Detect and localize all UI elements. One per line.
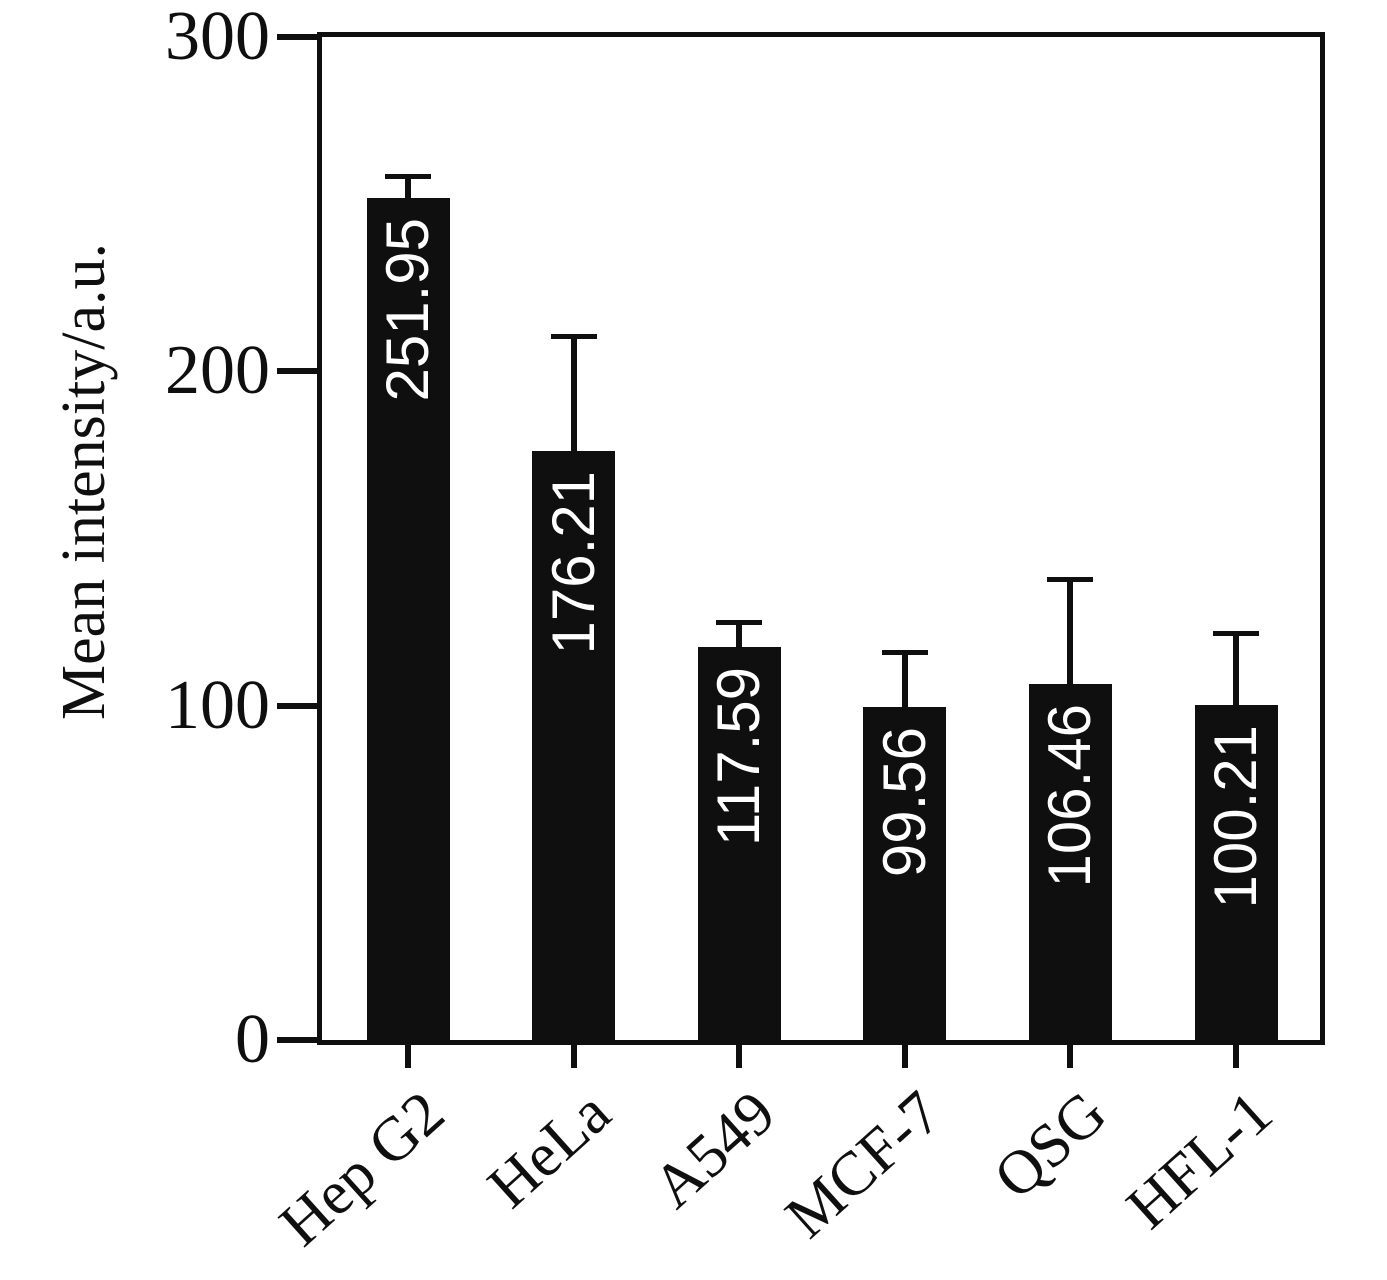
x-axis-tick (736, 1042, 743, 1068)
error-bar-cap (716, 620, 763, 626)
error-bar-cap (1213, 631, 1259, 637)
y-axis-tick (277, 1037, 322, 1043)
y-axis-tick (277, 34, 322, 40)
bar-value-label: 99.56 (870, 727, 938, 878)
plot-area: 251.95 176.21 117.59 99.56 106.46 100.21 (317, 32, 1325, 1045)
bar: 100.21 (1194, 704, 1278, 1040)
y-tick-label: 0 (235, 1001, 270, 1078)
y-axis-tick (277, 368, 322, 375)
error-bar-cap (550, 333, 597, 339)
bar-value-label: 106.46 (1036, 704, 1104, 888)
error-bar-stem (570, 333, 577, 461)
bar-value-label: 251.95 (374, 217, 441, 402)
x-axis-tick (570, 1042, 577, 1068)
x-axis-tick (405, 1042, 411, 1068)
x-axis-tick (901, 1042, 908, 1068)
error-bar-cap (881, 650, 928, 656)
bar-value-label: 100.21 (1202, 724, 1269, 909)
error-bar-cap (385, 174, 431, 180)
y-tick-label: 300 (165, 0, 270, 75)
error-bar-stem (1067, 577, 1074, 695)
bar-value-label: 117.59 (705, 666, 773, 846)
error-bar-stem (901, 650, 908, 718)
bar: 106.46 (1028, 684, 1112, 1040)
plot-inner-area: 251.95 176.21 117.59 99.56 106.46 100.21 (322, 37, 1320, 1040)
bar: 99.56 (863, 707, 947, 1040)
error-bar-stem (405, 174, 411, 208)
x-axis-tick (1233, 1042, 1239, 1068)
x-axis-tick (1067, 1042, 1074, 1068)
y-tick-label: 100 (165, 666, 270, 744)
error-bar-stem (1233, 631, 1239, 715)
bar: 251.95 (366, 197, 450, 1040)
y-tick-label: 200 (165, 332, 270, 410)
bar: 117.59 (697, 646, 781, 1040)
y-axis-tick (277, 702, 322, 709)
y-axis-label: Mean intensity/a.u. (50, 243, 118, 720)
bar-value-label: 176.21 (539, 470, 607, 655)
error-bar-cap (1047, 577, 1094, 583)
error-bar-stem (736, 620, 743, 657)
bar: 176.21 (532, 450, 616, 1040)
